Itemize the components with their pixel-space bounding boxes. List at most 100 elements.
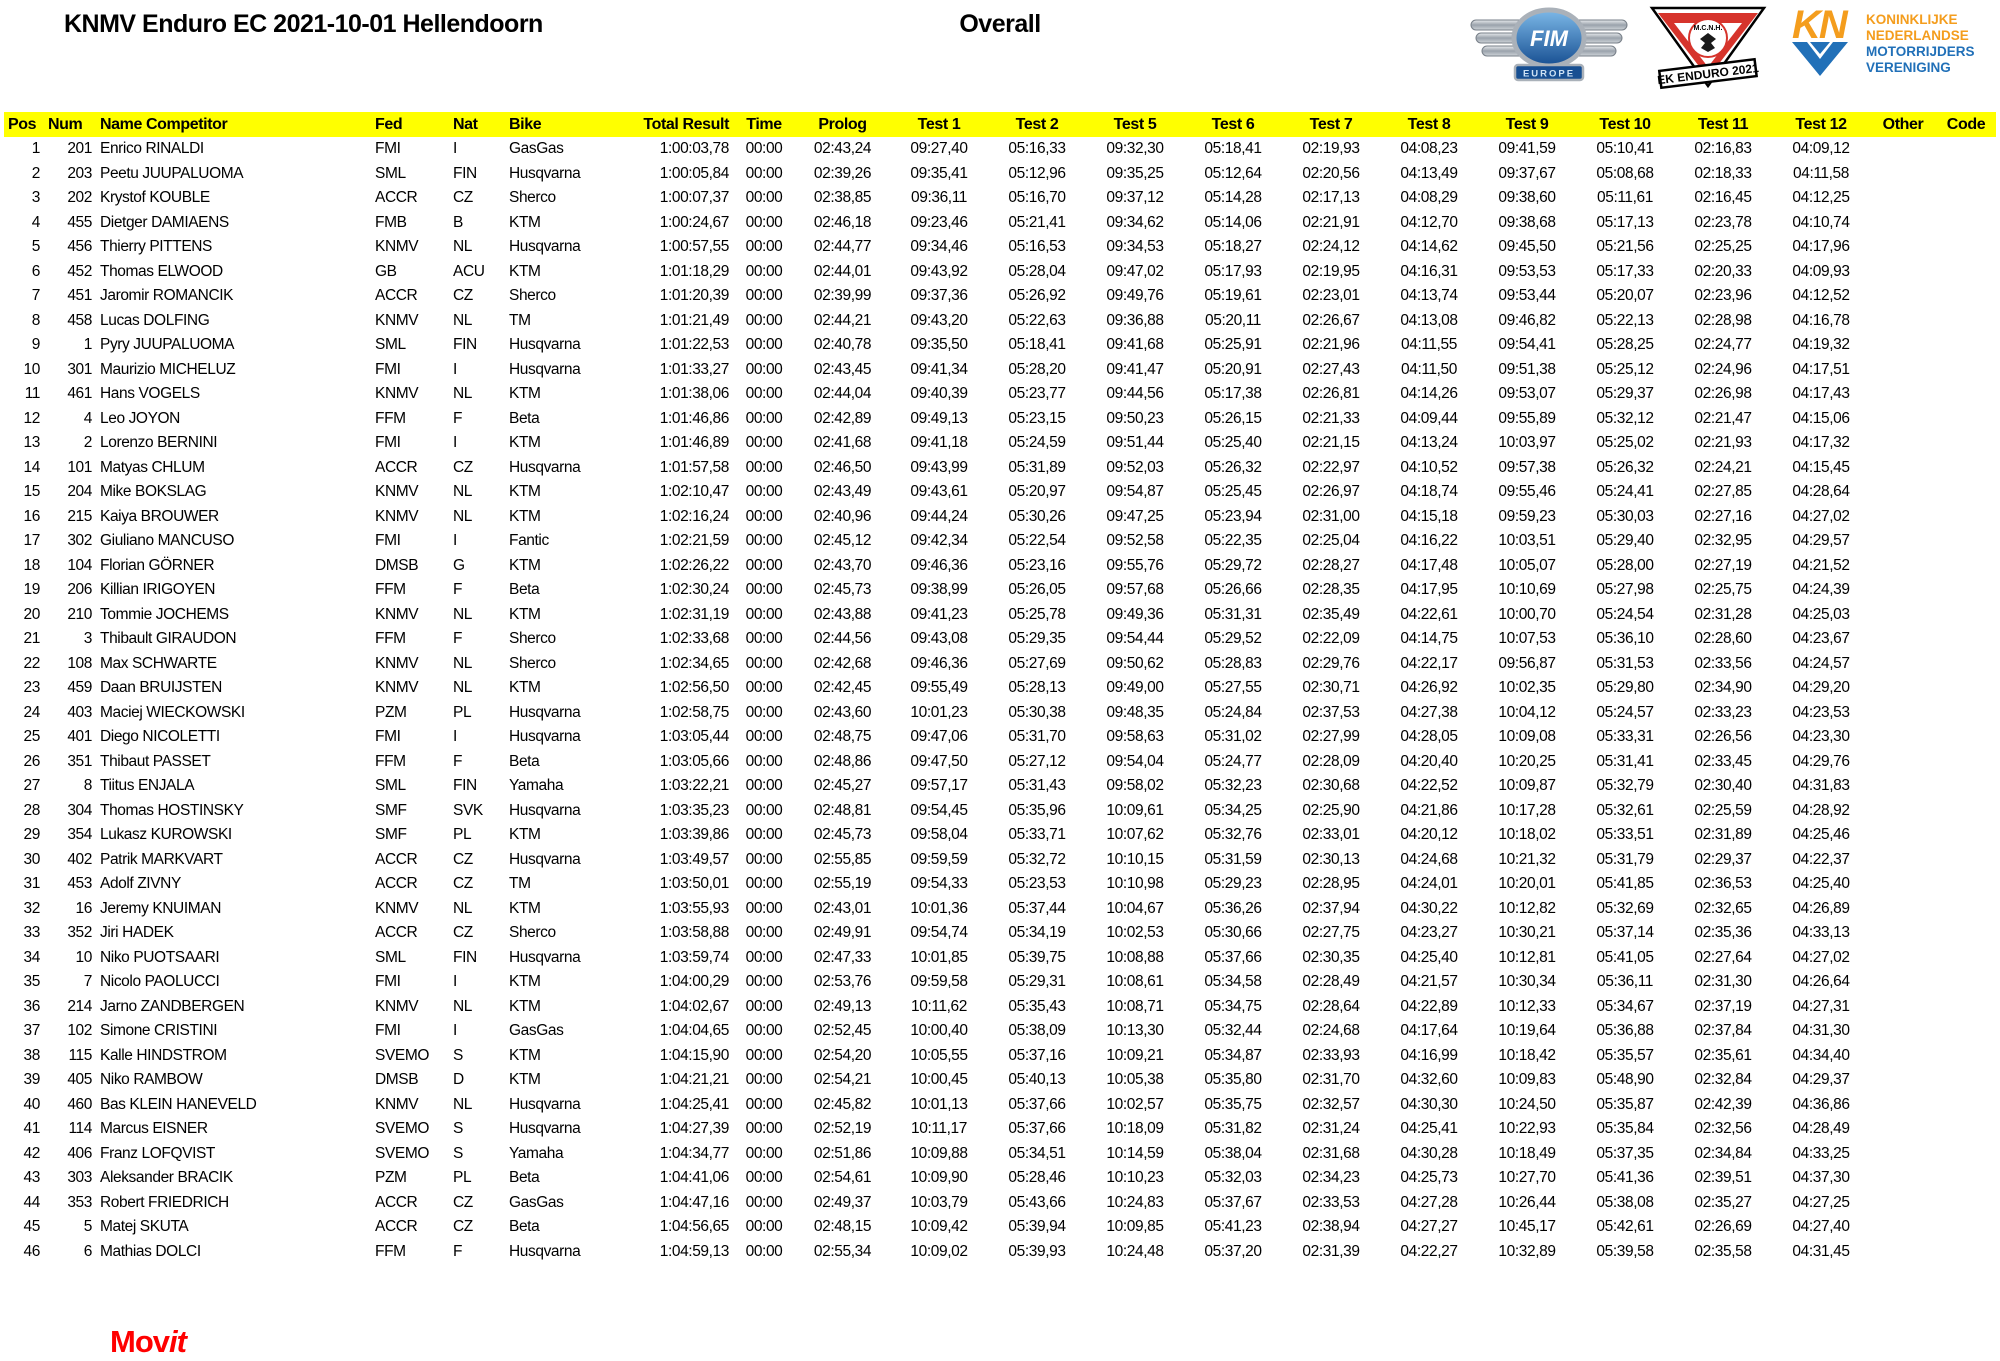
cell: Killian IRIGOYEN [100,581,216,599]
cell [1936,1019,1996,1044]
cell: SMF [375,826,407,844]
cell: 02:52,45 [813,1022,872,1040]
cell: 02:46,18 [813,213,872,231]
cell: 452 [67,262,92,280]
table-row: 10 301 Maurizio MICHELUZ FMI I Husqvarna 1:01:… [4,358,1996,383]
cell: 11 [24,385,41,403]
cell: 02:46,50 [813,458,872,476]
cell: 02:28,27 [1302,556,1360,574]
table-row: 6 452 Thomas ELWOOD GB ACU KTM 1:01:18,29 00:00… [4,260,1996,285]
cell: 304 [67,801,92,819]
cell: 02:18,33 [1694,164,1752,182]
column-header: Nat [449,112,505,137]
cell [1936,823,1996,848]
cell: 10 [75,948,93,966]
cell: 10:03,97 [1498,434,1556,452]
cell [1870,652,1936,677]
cell: 09:38,99 [910,581,968,599]
cell: 02:28,60 [1694,630,1752,648]
cell: KNMV [375,507,419,525]
cell: SML [375,164,406,182]
cell: 02:26,97 [1302,483,1360,501]
cell: 05:31,70 [1008,728,1066,746]
cell: 09:46,82 [1498,311,1556,329]
cell: 02:36,53 [1694,875,1752,893]
cell: 403 [67,703,92,721]
cell: 09:51,44 [1106,434,1164,452]
cell [1936,1240,1996,1265]
cell: 05:39,58 [1596,1242,1654,1260]
cell [1870,872,1936,897]
cell: 02:25,25 [1694,238,1752,256]
cell: 10:10,15 [1106,850,1164,868]
cell: 05:29,37 [1596,385,1654,403]
cell [1936,456,1996,481]
cell: 34 [23,948,41,966]
cell [1936,1117,1996,1142]
cell: 05:34,67 [1596,997,1654,1015]
cell: 02:24,21 [1694,458,1752,476]
table-row: 38 115 Kalle HINDSTROM SVEMO S KTM 1:04:15,90 0… [4,1044,1996,1069]
cell: NL [453,997,473,1015]
cell: Giuliano MANCUSO [100,532,235,550]
cell: 10:21,32 [1498,850,1556,868]
cell: FFM [375,409,406,427]
ek-enduro-logo: M.C.N.H. EK ENDURO 2021 [1649,6,1767,90]
table-row: 25 401 Diego NICOLETTI FMI I Husqvarna 1:03:05… [4,725,1996,750]
cell: G [453,556,465,574]
cell: 05:26,32 [1204,458,1262,476]
cell: 10:00,70 [1498,605,1556,623]
cell [1870,1142,1936,1167]
cell: Yamaha [509,777,564,795]
cell: 02:42,89 [813,409,872,427]
cell: 02:32,65 [1694,899,1752,917]
cell: 02:35,58 [1694,1242,1752,1260]
cell: 02:35,49 [1302,605,1360,623]
cell: FMB [375,213,407,231]
cell: I [453,973,457,991]
cell: 05:25,02 [1596,434,1654,452]
cell: 04:33,13 [1792,924,1850,942]
cell: 02:30,40 [1694,777,1752,795]
cell: 05:43,66 [1008,1193,1066,1211]
cell: 02:48,15 [813,1218,872,1236]
cell: 02:53,76 [813,973,872,991]
cell: 10:10,23 [1106,1169,1164,1187]
results-table-wrap: Pos Num Name Competitor Fed Nat Bike Total Res… [4,112,1996,1264]
cell: 04:30,28 [1400,1144,1458,1162]
cell: 05:37,67 [1204,1193,1262,1211]
cell [1870,970,1936,995]
cell [1870,333,1936,358]
cell [1870,799,1936,824]
cell: 09:38,68 [1498,213,1556,231]
cell: 1 [83,336,93,354]
cell: 00:00 [745,164,783,182]
cell: 02:35,61 [1694,1046,1752,1064]
cell: 09:54,44 [1106,630,1164,648]
cell: 10:24,83 [1106,1193,1164,1211]
cell: 04:27,02 [1792,948,1850,966]
cell: 02:33,93 [1302,1046,1360,1064]
cell: 206 [67,581,92,599]
cell: Kalle HINDSTROM [100,1046,227,1064]
cell: 09:47,50 [910,752,968,770]
cell: 02:20,33 [1694,262,1752,280]
cell: 1:02:10,47 [659,483,730,501]
cell: Jaromir ROMANCIK [100,287,234,305]
cell: 04:16,99 [1400,1046,1458,1064]
cell: CZ [453,1218,473,1236]
cell: Kaiya BROUWER [100,507,219,525]
cell: 10:27,70 [1498,1169,1556,1187]
cell: 00:00 [745,360,783,378]
cell: 05:27,12 [1008,752,1066,770]
cell: 214 [67,997,92,1015]
cell: I [453,728,457,746]
cell: 09:59,58 [910,973,968,991]
cell: 02:21,47 [1694,409,1752,427]
cell: 04:23,30 [1792,728,1850,746]
cell: 10:19,64 [1498,1022,1556,1040]
cell: 1:00:05,84 [659,164,730,182]
cell: 10:09,87 [1498,777,1556,795]
cell: 05:26,92 [1008,287,1066,305]
cell: 21 [23,630,41,648]
